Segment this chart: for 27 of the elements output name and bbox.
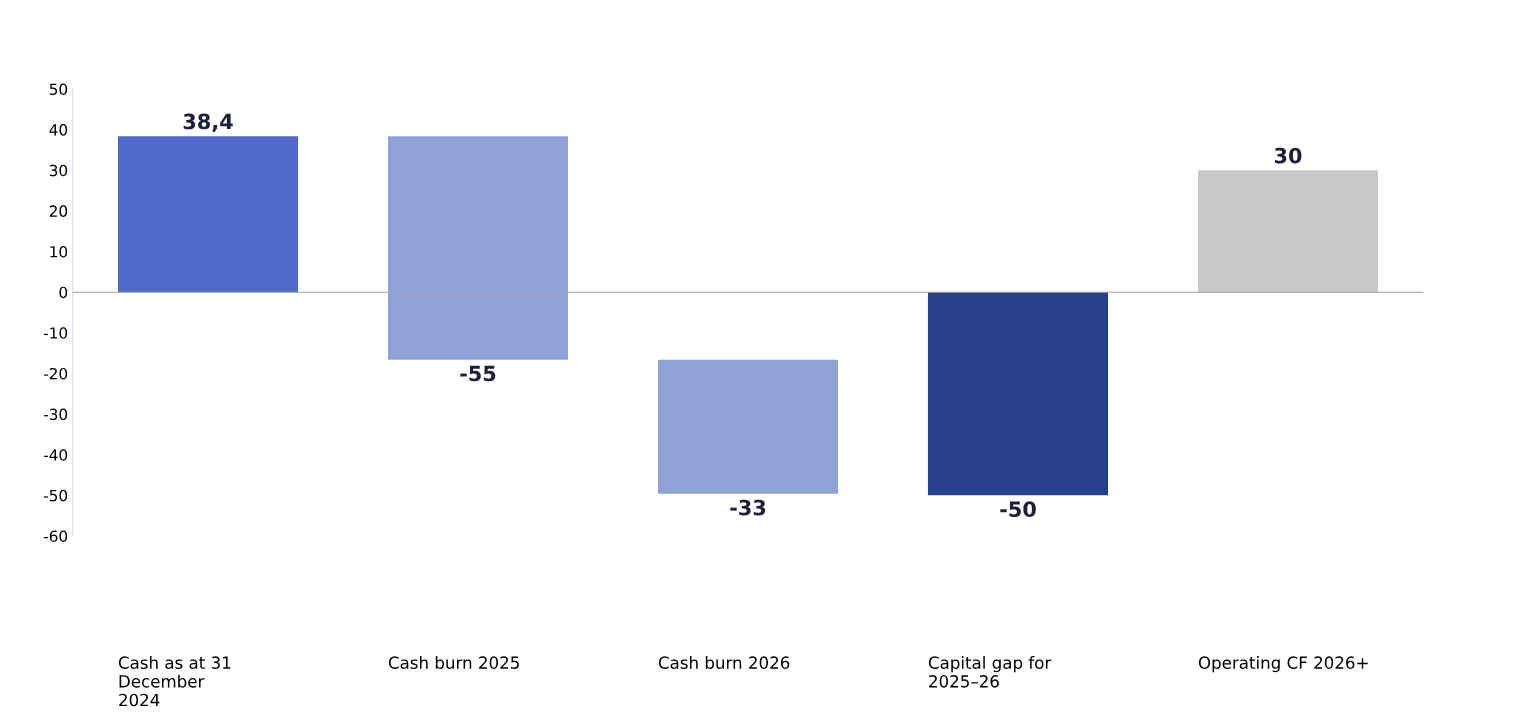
y-tick-label: 30 (49, 164, 68, 177)
y-tick-label: -60 (43, 530, 68, 543)
data-label: -55 (460, 365, 496, 382)
x-tick-label: Operating CF 2026+ (1198, 656, 1368, 673)
x-tick-label: Cash burn 2026 (658, 656, 790, 669)
y-tick-label: -10 (43, 327, 68, 339)
bar (927, 292, 1109, 496)
y-tick-label: -20 (43, 367, 68, 380)
y-tick-label: 10 (50, 246, 68, 258)
data-label: 38,4 (183, 113, 233, 132)
x-tick-label: Cash as at 31 December 2024 (118, 656, 231, 707)
x-tick-label: Capital gap for 2025–26 (928, 656, 1052, 688)
y-tick-label: 50 (49, 83, 68, 96)
data-label: 30 (1274, 147, 1302, 164)
y-tick-label: -50 (43, 489, 68, 502)
data-label: -50 (1000, 501, 1036, 518)
bar (387, 136, 569, 360)
y-tick-label: 20 (49, 205, 68, 217)
y-tick-label: -30 (43, 408, 68, 421)
y-tick-label: 40 (49, 124, 68, 136)
x-tick-label: Cash burn 2025 (388, 656, 519, 669)
data-label: -33 (730, 499, 766, 516)
bar (117, 136, 299, 293)
y-tick-label: -40 (43, 449, 68, 461)
bar (657, 359, 839, 494)
bar (1197, 170, 1379, 293)
y-tick-label: 0 (59, 286, 68, 299)
